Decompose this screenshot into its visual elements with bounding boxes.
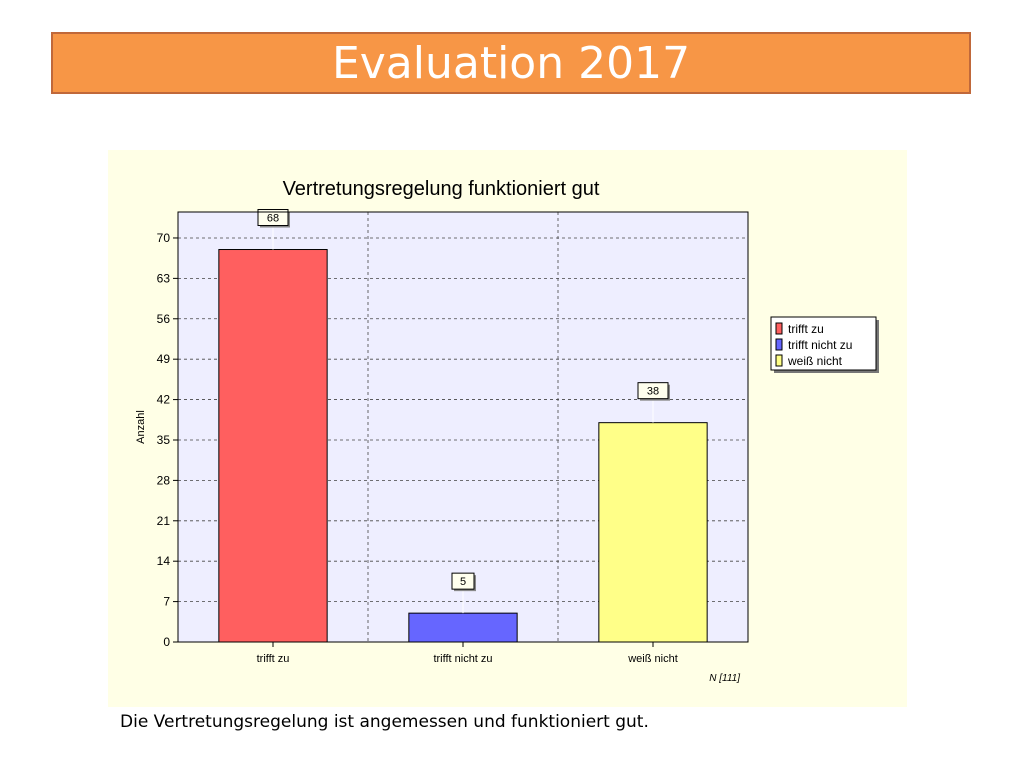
y-tick-label: 14: [157, 554, 171, 568]
legend-swatch-3: [775, 354, 783, 367]
data-label-box: [451, 572, 475, 590]
bar-chart: Vertretungsregelung funktioniert gut Anz…: [135, 178, 879, 684]
y-tick-label: 7: [163, 595, 170, 609]
y-tick-label: 70: [157, 231, 171, 245]
slide-caption: Die Vertretungsregelung ist angemessen u…: [120, 712, 649, 732]
y-tick-label: 49: [157, 352, 171, 366]
slide-title: Evaluation 2017: [331, 37, 691, 89]
data-label-box: [637, 382, 669, 400]
y-tick-label: 56: [157, 312, 171, 326]
legend-label-2: trifft nicht zu: [788, 338, 852, 352]
x-tick-label: weiß nicht: [627, 653, 678, 665]
chart-panel: Vertretungsregelung funktioniert gut Anz…: [108, 150, 907, 707]
legend-swatch-2: [775, 338, 783, 351]
y-tick-label: 35: [157, 433, 171, 447]
y-tick-label: 63: [157, 271, 171, 285]
bar-2: [408, 612, 518, 643]
y-tick-label: 28: [157, 473, 171, 487]
y-tick-label: 0: [163, 635, 170, 649]
x-tick-label: trifft zu: [257, 653, 290, 665]
legend-label-3: weiß nicht: [787, 354, 843, 368]
x-tick-label: trifft nicht zu: [433, 653, 492, 665]
bar-1: [218, 249, 328, 643]
bar-3: [598, 422, 708, 643]
chart-title: Vertretungsregelung funktioniert gut: [283, 178, 600, 200]
chart-footnote: N [111]: [709, 673, 740, 684]
slide-title-bar: Evaluation 2017: [51, 32, 971, 94]
legend: [770, 316, 877, 371]
data-label: 38: [647, 386, 659, 398]
legend-swatch-1: [775, 322, 783, 335]
data-label: 68: [267, 213, 279, 225]
y-tick-label: 21: [157, 514, 171, 528]
legend-label-1: trifft zu: [788, 322, 824, 336]
y-tick-label: 42: [157, 393, 171, 407]
data-label: 5: [460, 576, 466, 588]
y-axis-label: Anzahl: [135, 410, 147, 444]
data-label-box: [257, 209, 289, 227]
plot-border: [177, 211, 749, 643]
